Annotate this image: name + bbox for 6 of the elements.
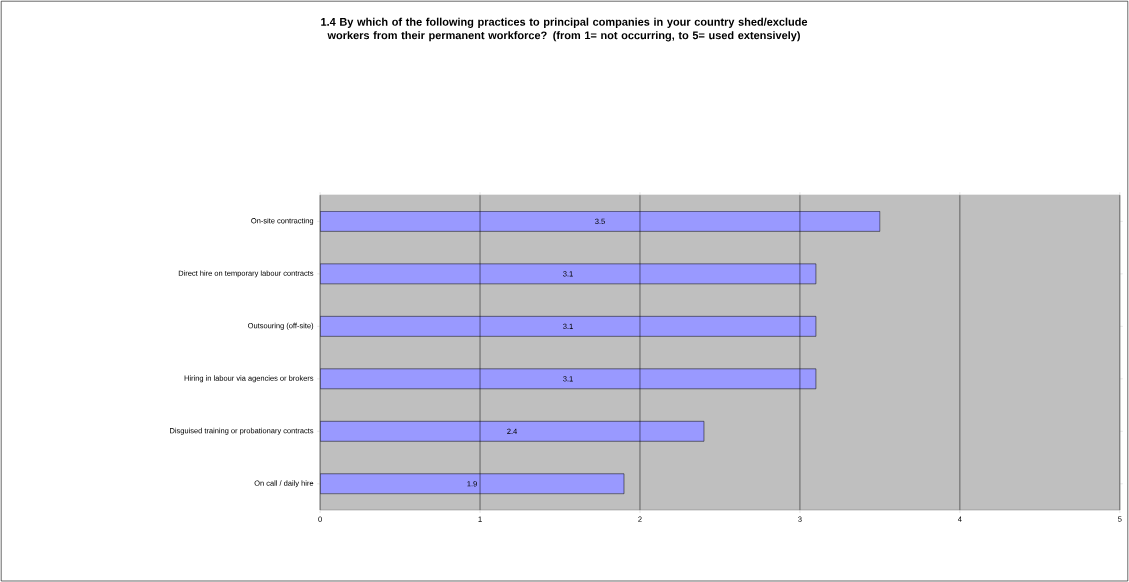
bar	[320, 211, 881, 232]
chart-title: 1.4 By which of the following practices to principal companies in your country shed/exclude workers from their permanent workforce? (from 1= not occurring, to 5= used extensively)	[321, 17, 808, 42]
bar	[320, 315, 817, 337]
bar	[320, 368, 817, 389]
bar	[320, 420, 705, 442]
bar	[320, 473, 625, 494]
